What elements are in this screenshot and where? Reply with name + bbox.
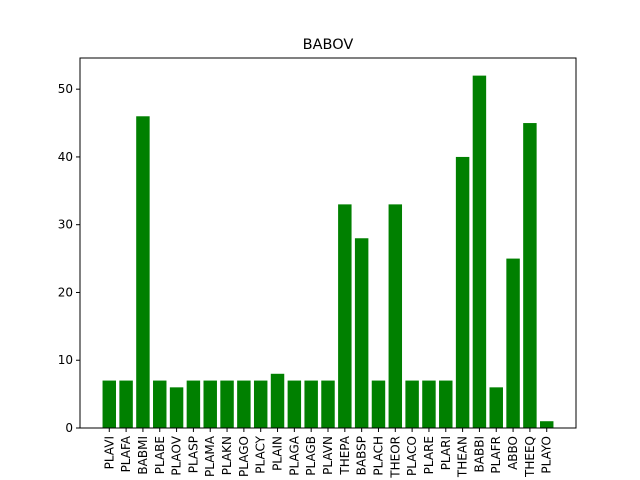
- x-tick-label: PLAGO: [237, 436, 251, 477]
- y-tick-label: 20: [58, 285, 73, 299]
- bar-theor: [388, 204, 403, 428]
- bar-plaov: [169, 387, 184, 428]
- x-tick-label: PLAVN: [321, 436, 335, 475]
- bar-plafr: [489, 387, 503, 428]
- x-tick-label: PLAGB: [304, 436, 318, 476]
- x-tick-label: PLARI: [439, 436, 453, 470]
- x-tick-label: BABMI: [136, 436, 150, 475]
- bar-plaga: [287, 380, 302, 428]
- x-tick-label: PLAMA: [203, 435, 217, 477]
- y-tick-label: 0: [65, 421, 73, 435]
- bar-placy: [253, 380, 268, 428]
- y-tick-label: 40: [58, 150, 73, 164]
- bar-babmi: [136, 116, 150, 429]
- x-tick-label: PLASP: [186, 436, 200, 473]
- chart-title: BABOV: [303, 37, 354, 53]
- bar-abbo: [506, 258, 520, 428]
- x-tick-label: PLAKN: [220, 436, 234, 475]
- x-tick-label: PLAGA: [287, 435, 301, 475]
- bar-plach: [371, 380, 386, 428]
- x-tick-label: PLAIN: [271, 436, 285, 471]
- bar-thean: [455, 156, 470, 428]
- y-tick-label: 50: [58, 82, 73, 96]
- y-axis: 0 10 20 30 40 50: [58, 82, 80, 435]
- x-tick-label: BABBI: [472, 436, 486, 472]
- bar-placo: [405, 380, 419, 428]
- x-tick-label: PLAYO: [540, 436, 554, 474]
- bar-playo: [539, 421, 554, 428]
- bar-plagb: [304, 380, 318, 428]
- bar-thepa: [338, 204, 352, 428]
- x-tick-label: PLACO: [405, 436, 419, 476]
- bars-group: [102, 75, 554, 429]
- x-tick-label: THEOR: [388, 436, 402, 479]
- x-tick-label: PLACH: [371, 436, 385, 476]
- bar-plavi: [102, 380, 117, 428]
- bar-plare: [422, 380, 436, 428]
- x-tick-label: ABBO: [506, 436, 520, 470]
- bar-plafa: [119, 380, 133, 428]
- x-axis: PLAVI PLAFA BABMI PLABE PLAOV PLASP PLAMA PLAKN…: [102, 428, 554, 479]
- bar-babbi: [472, 75, 487, 428]
- bar-plama: [203, 380, 217, 428]
- bar-plari: [439, 380, 453, 428]
- x-tick-label: BABSP: [355, 436, 369, 475]
- plot-frame: [79, 57, 577, 429]
- x-tick-label: PLACY: [254, 435, 268, 473]
- bar-plakn: [220, 380, 234, 428]
- x-tick-label: PLAFR: [489, 436, 503, 474]
- x-tick-label: PLAOV: [170, 435, 184, 475]
- x-tick-label: PLARE: [422, 436, 436, 474]
- y-tick-label: 30: [58, 218, 73, 232]
- y-tick-label: 10: [58, 353, 73, 367]
- bar-plago: [237, 380, 251, 428]
- bar-plavn: [321, 380, 335, 428]
- bar-babsp: [354, 238, 369, 428]
- bar-plabe: [153, 380, 167, 428]
- bar-plasp: [186, 380, 201, 428]
- bar-theeq: [523, 123, 537, 429]
- x-tick-label: PLAFA: [119, 435, 133, 472]
- x-tick-label: THEAN: [456, 436, 470, 478]
- x-tick-label: THEEQ: [523, 436, 537, 478]
- x-tick-label: THEPA: [338, 435, 352, 475]
- x-tick-label: PLAVI: [102, 436, 116, 469]
- x-tick-label: PLABE: [153, 436, 167, 474]
- bar-plain: [270, 373, 285, 428]
